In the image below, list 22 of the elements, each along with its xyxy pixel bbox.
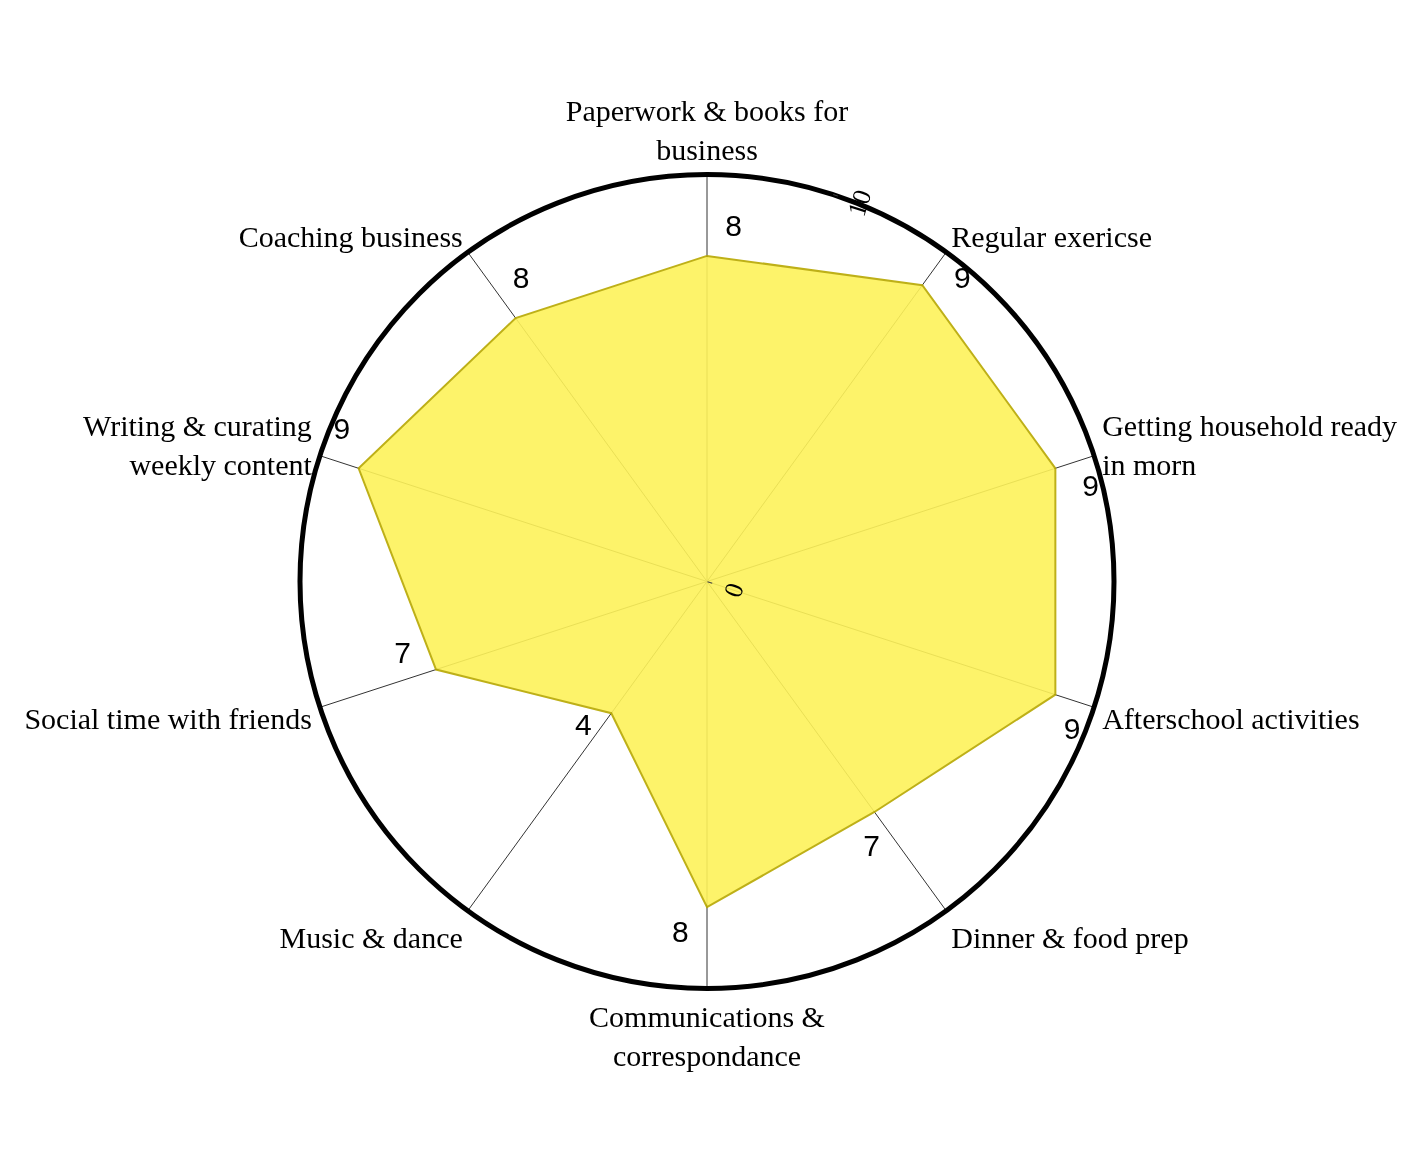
data-label: 4: [574, 707, 592, 741]
data-label: 7: [863, 828, 880, 862]
spoke-label: Regular exericse: [951, 219, 1152, 253]
data-label: 8: [725, 208, 743, 242]
spoke-label: Dinner & food prep: [951, 921, 1189, 955]
spoke-label: Music & dance: [279, 921, 463, 955]
spoke-label: Afterschool activities: [1102, 702, 1360, 736]
spoke-label: Coaching business: [238, 219, 463, 253]
data-label: 8: [512, 260, 530, 294]
data-label: 9: [333, 412, 351, 446]
data-label: 8: [671, 915, 689, 949]
spoke-label: Getting household ready in morn: [1102, 408, 1398, 481]
data-label: 9: [1082, 468, 1099, 502]
spoke-label: Communications & correspondance: [589, 1000, 825, 1072]
data-label: 9: [954, 261, 971, 294]
spoke-label: Writing & curating weekly content: [83, 408, 313, 481]
data-label: 9: [1063, 711, 1081, 745]
data-label: 7: [394, 636, 411, 670]
spoke-label: Social time with friends: [24, 702, 312, 736]
y-tick-label: 0: [718, 579, 750, 601]
y-tick-label: 10: [841, 186, 878, 220]
spoke-label: Paperwork & books for business: [565, 94, 849, 166]
